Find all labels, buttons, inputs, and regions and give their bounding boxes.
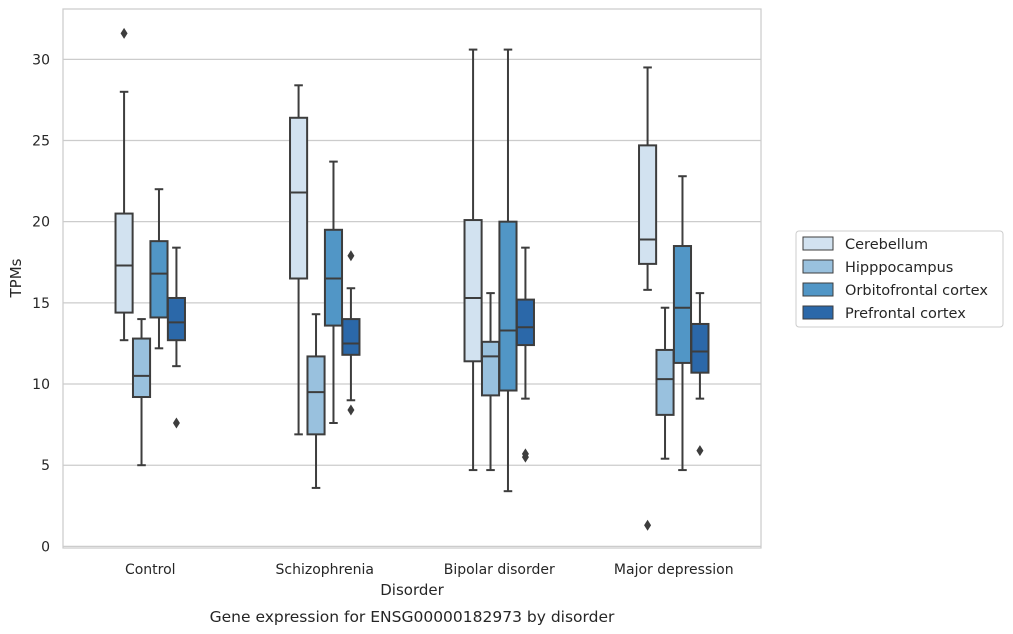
legend-swatch	[802, 305, 834, 320]
y-tick-label: 0	[41, 539, 50, 555]
box-iqr	[515, 298, 535, 347]
y-tick-label: 10	[32, 377, 50, 393]
box-iqr	[114, 212, 134, 314]
box-iqr	[672, 245, 693, 364]
box-iqr	[690, 322, 710, 374]
box-group	[149, 188, 169, 350]
box-group	[306, 313, 326, 489]
box-group	[690, 292, 710, 457]
legend-frame	[795, 230, 1004, 328]
x-tick-labels: Control Schizophrenia Bipolar disorder Majo…	[125, 562, 734, 578]
legend-swatch	[802, 282, 834, 297]
outlier-marker	[120, 27, 128, 39]
box-group	[655, 306, 675, 460]
box-group	[341, 250, 361, 416]
box-group	[114, 27, 134, 342]
box-iqr	[131, 337, 152, 399]
outlier-marker	[347, 250, 355, 262]
box-group	[638, 66, 658, 531]
y-tick-labels: 0 5 10 15 20 25 30	[32, 52, 50, 555]
legend-label: Prefrontal cortex	[845, 306, 966, 322]
box-iqr	[498, 220, 518, 392]
chart-caption: Gene expression for ENSG00000182973 by d…	[210, 608, 615, 626]
legend-swatch	[802, 259, 834, 274]
outlier-marker	[521, 451, 529, 463]
x-axis-label: Disorder	[380, 581, 444, 599]
legend-item: Orbitofrontal cortex	[802, 282, 988, 299]
plot-frame	[62, 8, 762, 549]
box-group	[131, 318, 152, 467]
outlier-marker	[347, 404, 355, 416]
box-group	[672, 175, 693, 472]
legend-swatch	[802, 236, 834, 251]
legend-item: Cerebellum	[802, 236, 928, 253]
legend-label: Cerebellum	[845, 237, 928, 253]
x-tick-label: Schizophrenia	[276, 562, 374, 578]
legend-label: Orbitofrontal cortex	[845, 283, 988, 299]
box-iqr	[289, 116, 309, 280]
legend-item: Hipppocampus	[802, 259, 953, 276]
box-group	[480, 292, 501, 472]
box-group	[498, 48, 518, 493]
box-iqr	[306, 355, 326, 436]
y-axis-label: TPMs	[7, 258, 25, 298]
legend: Cerebellum Hipppocampus Orbitofrontal cort…	[795, 230, 1004, 328]
y-tick-label: 5	[41, 458, 50, 474]
boxes	[114, 27, 710, 531]
y-tick-label: 30	[32, 52, 50, 68]
box-group	[323, 160, 344, 424]
y-tick-label: 15	[32, 296, 50, 312]
box-group	[463, 48, 483, 472]
box-iqr	[463, 219, 483, 363]
outlier-marker	[696, 445, 704, 457]
x-tick-label: Bipolar disorder	[444, 562, 555, 578]
y-tick-label: 25	[32, 134, 50, 150]
x-tick-label: Control	[125, 562, 176, 578]
outlier-marker	[172, 417, 180, 429]
box-iqr	[149, 240, 169, 319]
outlier-marker	[644, 519, 652, 531]
box-iqr	[480, 340, 501, 397]
box-iqr	[341, 318, 361, 356]
x-tick-label: Major depression	[614, 562, 734, 578]
box-group	[515, 246, 535, 463]
y-tick-label: 20	[32, 215, 50, 231]
box-iqr	[638, 144, 658, 265]
legend-label: Hipppocampus	[845, 260, 953, 276]
box-iqr	[166, 296, 186, 342]
box-iqr	[655, 348, 675, 416]
legend-item: Prefrontal cortex	[802, 305, 966, 322]
box-group	[166, 246, 186, 429]
box-group	[289, 84, 309, 436]
